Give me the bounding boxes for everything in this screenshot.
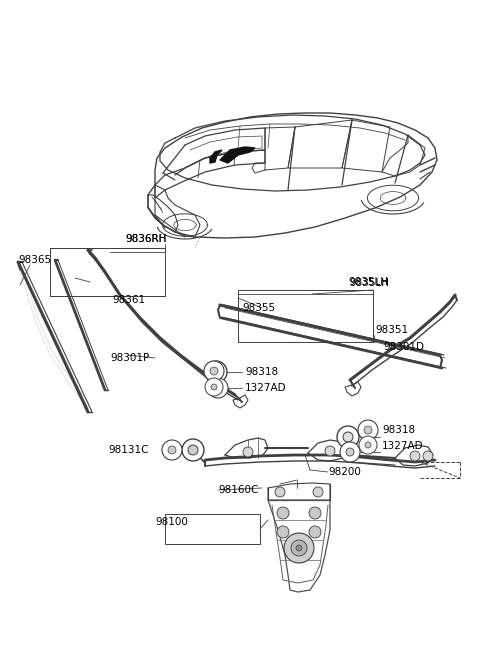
Text: 98365: 98365 — [18, 255, 51, 265]
Text: 98301D: 98301D — [383, 342, 424, 352]
Circle shape — [309, 526, 321, 538]
Polygon shape — [220, 147, 255, 163]
Circle shape — [358, 420, 378, 440]
Polygon shape — [210, 150, 222, 163]
Circle shape — [188, 445, 198, 455]
Circle shape — [211, 367, 221, 377]
Circle shape — [410, 451, 420, 461]
Bar — [238, 290, 373, 342]
Text: 98131C: 98131C — [108, 445, 148, 455]
Circle shape — [343, 432, 353, 442]
Circle shape — [291, 540, 307, 556]
Circle shape — [365, 442, 371, 448]
Circle shape — [243, 447, 253, 457]
Circle shape — [204, 361, 224, 381]
Text: 98200: 98200 — [328, 467, 361, 477]
Circle shape — [296, 545, 302, 551]
Circle shape — [364, 426, 372, 434]
Text: 98361: 98361 — [112, 295, 145, 305]
Circle shape — [205, 378, 223, 396]
Circle shape — [423, 451, 433, 461]
Bar — [50, 248, 165, 296]
Text: 98318: 98318 — [245, 367, 278, 377]
Circle shape — [208, 378, 228, 398]
Text: 98100: 98100 — [155, 517, 188, 527]
Circle shape — [277, 507, 289, 519]
Text: 98160C: 98160C — [218, 485, 258, 495]
Text: 9835LH: 9835LH — [349, 278, 389, 288]
Circle shape — [313, 487, 323, 497]
Text: 98355: 98355 — [242, 303, 275, 313]
Text: 98351: 98351 — [375, 325, 408, 335]
Text: 98318: 98318 — [382, 425, 415, 435]
Circle shape — [182, 439, 204, 461]
Circle shape — [168, 446, 176, 454]
Circle shape — [337, 426, 359, 448]
Circle shape — [205, 361, 227, 383]
Circle shape — [214, 384, 222, 392]
Circle shape — [275, 487, 285, 497]
Circle shape — [340, 442, 360, 462]
Bar — [165, 514, 260, 544]
Text: 9835LH: 9835LH — [348, 277, 388, 287]
Text: 9836RH: 9836RH — [125, 234, 167, 244]
Text: 1327AD: 1327AD — [245, 383, 287, 393]
Circle shape — [325, 446, 335, 456]
Circle shape — [211, 384, 217, 390]
Circle shape — [284, 533, 314, 563]
Text: 1327AD: 1327AD — [382, 441, 424, 451]
Text: 98301P: 98301P — [110, 353, 149, 363]
Circle shape — [346, 448, 354, 456]
Circle shape — [162, 440, 182, 460]
Text: 9836RH: 9836RH — [125, 234, 167, 244]
Circle shape — [359, 436, 377, 454]
Circle shape — [277, 526, 289, 538]
Circle shape — [309, 507, 321, 519]
Circle shape — [210, 367, 218, 375]
